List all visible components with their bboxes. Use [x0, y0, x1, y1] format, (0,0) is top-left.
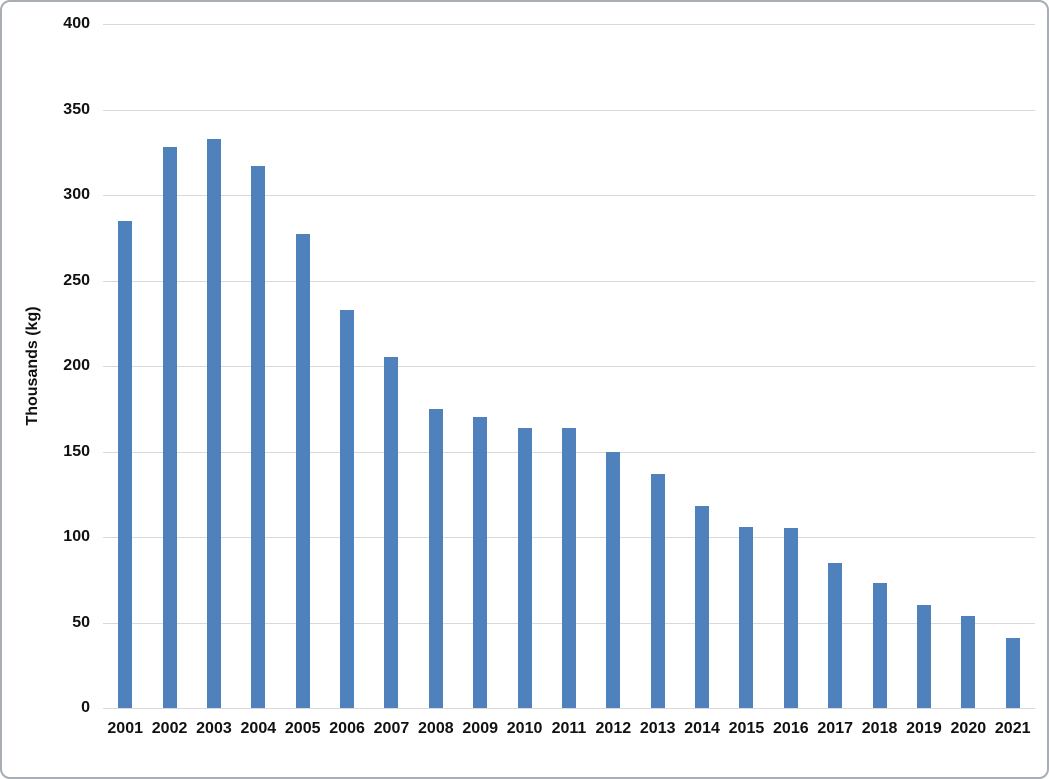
- x-tick-label-2006: 2006: [329, 720, 365, 737]
- bar-2014: [695, 506, 710, 708]
- bar-slot-2004: [236, 24, 280, 708]
- bar-slot-2001: [103, 24, 147, 708]
- bar-2010: [517, 427, 532, 708]
- x-tick-label-2001: 2001: [107, 720, 143, 737]
- bar-2009: [473, 417, 488, 708]
- bar-2020: [961, 615, 976, 708]
- x-tick-label-2007: 2007: [373, 720, 410, 737]
- y-axis: 0 50 100 150 200 250 300 350 400: [2, 15, 90, 716]
- gridline-350: [103, 109, 1035, 111]
- gridline-300: [103, 195, 1035, 196]
- bar-2007: [384, 357, 399, 708]
- x-tick-label-2011: 2011: [551, 720, 587, 737]
- bar-2016: [783, 528, 798, 708]
- gridline-250: [103, 280, 1035, 282]
- y-tick-label-300: 300: [63, 186, 90, 203]
- y-tick-label-400: 400: [63, 15, 90, 32]
- bar-2018: [872, 583, 887, 708]
- bar-slot-2021: [991, 24, 1035, 708]
- bar-slot-2003: [192, 24, 236, 708]
- bar-slot-2010: [502, 24, 546, 708]
- x-tick-label-2008: 2008: [418, 720, 454, 737]
- gridline-400: [103, 24, 1035, 25]
- x-axis: 2001 2002 2003 2004 2005 2006 2007 2008 2009 2010…: [103, 720, 1035, 738]
- x-tick-label-2018: 2018: [861, 720, 898, 737]
- bar-slot-2020: [946, 24, 990, 708]
- x-tick-label-2009: 2009: [462, 720, 498, 737]
- plot-area: [103, 24, 1035, 709]
- bar-2003: [206, 138, 221, 708]
- gridline-200: [103, 366, 1035, 367]
- x-tick-label-2004: 2004: [240, 720, 277, 737]
- y-tick-label-350: 350: [63, 100, 90, 118]
- x-tick-label-2017: 2017: [817, 720, 853, 737]
- bar-2015: [739, 526, 754, 708]
- bar-2019: [916, 605, 931, 708]
- bar-slot-2013: [636, 24, 680, 708]
- bar-2008: [428, 408, 443, 708]
- bar-2017: [828, 562, 843, 708]
- bar-2011: [561, 427, 576, 708]
- bar-2013: [650, 473, 665, 708]
- bar-slot-2018: [857, 24, 901, 708]
- bar-2005: [295, 234, 310, 708]
- x-tick-label-2020: 2020: [950, 720, 987, 737]
- y-tick-label-0: 0: [81, 699, 90, 716]
- bars-layer: [103, 24, 1035, 708]
- bar-2002: [162, 147, 177, 708]
- x-tick-label-2010: 2010: [506, 720, 543, 737]
- bar-slot-2016: [769, 24, 813, 708]
- x-tick-label-2003: 2003: [196, 720, 232, 737]
- bar-2004: [251, 165, 266, 708]
- bar-2006: [340, 309, 355, 708]
- bar-slot-2005: [281, 24, 325, 708]
- x-tick-label-2021: 2021: [994, 720, 1031, 737]
- x-tick-label-2019: 2019: [906, 720, 942, 737]
- bar-slot-2017: [813, 24, 857, 708]
- y-tick-label-250: 250: [63, 271, 90, 289]
- x-tick-label-2014: 2014: [684, 720, 720, 737]
- x-tick-label-2012: 2012: [595, 720, 632, 737]
- bar-slot-2011: [547, 24, 591, 708]
- gridline-0: [103, 708, 1035, 709]
- bar-slot-2008: [414, 24, 458, 708]
- y-tick-label-100: 100: [63, 528, 90, 545]
- bar-2021: [1005, 637, 1020, 708]
- bar-slot-2014: [680, 24, 724, 708]
- bar-2012: [606, 451, 621, 708]
- bar-slot-2002: [147, 24, 191, 708]
- bar-slot-2009: [458, 24, 502, 708]
- x-tick-label-2015: 2015: [728, 720, 765, 737]
- bar-slot-2006: [325, 24, 369, 708]
- x-tick-label-2013: 2013: [639, 720, 676, 737]
- x-tick-label-2016: 2016: [773, 720, 809, 737]
- x-tick-label-2005: 2005: [284, 720, 321, 737]
- y-tick-label-50: 50: [72, 613, 90, 631]
- y-tick-label-200: 200: [63, 357, 90, 374]
- bar-slot-2015: [724, 24, 768, 708]
- x-tick-label-2002: 2002: [151, 720, 188, 737]
- bar-2001: [118, 220, 133, 708]
- y-tick-label-150: 150: [63, 442, 90, 460]
- bar-slot-2007: [369, 24, 413, 708]
- bar-slot-2012: [591, 24, 635, 708]
- bar-slot-2019: [902, 24, 946, 708]
